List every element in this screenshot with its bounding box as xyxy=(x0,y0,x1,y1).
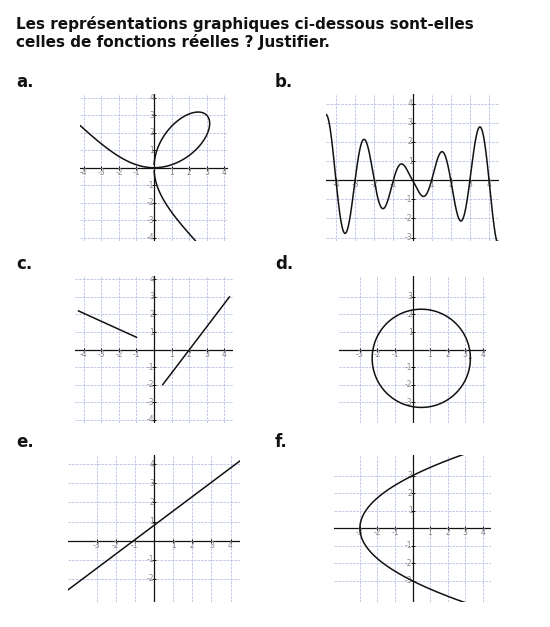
Text: -2: -2 xyxy=(371,180,378,189)
Text: -2: -2 xyxy=(112,540,119,550)
Text: 1: 1 xyxy=(169,349,174,359)
Text: 2: 2 xyxy=(186,349,191,359)
Text: -2: -2 xyxy=(146,574,154,584)
Text: 4: 4 xyxy=(480,349,485,359)
Text: -4: -4 xyxy=(80,168,87,177)
Text: 3: 3 xyxy=(209,540,214,550)
Text: -2: -2 xyxy=(373,349,381,359)
Text: -1: -1 xyxy=(146,362,154,372)
Text: 4: 4 xyxy=(149,460,154,468)
Text: 3: 3 xyxy=(149,292,154,302)
Text: -3: -3 xyxy=(146,398,154,407)
Text: 1: 1 xyxy=(170,540,175,550)
Text: 1: 1 xyxy=(149,517,154,526)
Text: 4: 4 xyxy=(222,168,227,177)
Text: 1: 1 xyxy=(149,145,154,155)
Text: e.: e. xyxy=(16,433,34,451)
Text: -4: -4 xyxy=(146,415,154,424)
Text: 1: 1 xyxy=(408,506,412,515)
Text: -2: -2 xyxy=(373,528,381,537)
Text: -3: -3 xyxy=(405,576,412,586)
Text: 3: 3 xyxy=(204,168,209,177)
Text: -1: -1 xyxy=(389,180,397,189)
Text: -1: -1 xyxy=(391,349,399,359)
Text: 2: 2 xyxy=(149,128,154,137)
Text: -4: -4 xyxy=(80,349,87,359)
Text: 4: 4 xyxy=(149,93,154,102)
Text: 3: 3 xyxy=(408,471,412,480)
Text: 2: 2 xyxy=(186,168,191,177)
Text: 2: 2 xyxy=(408,488,412,498)
Text: -1: -1 xyxy=(146,556,154,564)
Text: 1: 1 xyxy=(149,327,154,337)
Text: 4: 4 xyxy=(487,180,492,189)
Text: -1: -1 xyxy=(405,541,412,551)
Text: 2: 2 xyxy=(408,137,412,146)
Text: 2: 2 xyxy=(149,498,154,507)
Text: 1: 1 xyxy=(428,349,432,359)
Text: 1: 1 xyxy=(408,327,412,337)
Text: f.: f. xyxy=(275,433,288,451)
Text: -2: -2 xyxy=(146,380,154,389)
Text: -1: -1 xyxy=(131,540,139,550)
Text: -2: -2 xyxy=(146,198,154,208)
Text: c.: c. xyxy=(16,255,33,273)
Text: 3: 3 xyxy=(463,528,468,537)
Text: 4: 4 xyxy=(408,99,412,108)
Text: -3: -3 xyxy=(356,349,364,359)
Text: -2: -2 xyxy=(115,168,123,177)
Text: -3: -3 xyxy=(146,216,154,225)
Text: -1: -1 xyxy=(405,195,412,204)
Text: -1: -1 xyxy=(405,362,412,372)
Text: 2: 2 xyxy=(445,349,450,359)
Text: -3: -3 xyxy=(97,349,105,359)
Text: 1: 1 xyxy=(428,528,432,537)
Text: 3: 3 xyxy=(149,479,154,488)
Text: 3: 3 xyxy=(468,180,472,189)
Text: -1: -1 xyxy=(133,168,140,177)
Text: 4: 4 xyxy=(228,540,233,550)
Text: -2: -2 xyxy=(405,214,412,223)
Text: 3: 3 xyxy=(408,119,412,127)
Text: -2: -2 xyxy=(405,380,412,389)
Text: 2: 2 xyxy=(448,180,453,189)
Text: -1: -1 xyxy=(391,528,399,537)
Text: 3: 3 xyxy=(149,110,154,120)
Text: a.: a. xyxy=(16,73,34,91)
Text: 3: 3 xyxy=(204,349,209,359)
Text: -4: -4 xyxy=(332,180,340,189)
Text: -2: -2 xyxy=(115,349,123,359)
Text: 2: 2 xyxy=(408,310,412,319)
Text: 4: 4 xyxy=(480,528,485,537)
Text: -3: -3 xyxy=(351,180,359,189)
Text: 2: 2 xyxy=(149,310,154,319)
Text: 4: 4 xyxy=(222,349,227,359)
Text: 3: 3 xyxy=(463,349,468,359)
Text: -3: -3 xyxy=(405,233,412,242)
Text: 1: 1 xyxy=(169,168,174,177)
Text: 4: 4 xyxy=(149,275,154,284)
Text: -1: -1 xyxy=(146,181,154,190)
Text: 2: 2 xyxy=(190,540,195,550)
Text: Les représentations graphiques ci-dessous sont-elles
celles de fonctions réelles: Les représentations graphiques ci-dessou… xyxy=(16,16,474,50)
Text: -4: -4 xyxy=(146,233,154,243)
Text: 1: 1 xyxy=(408,157,412,166)
Text: 1: 1 xyxy=(429,180,434,189)
Text: -3: -3 xyxy=(93,540,101,550)
Text: -3: -3 xyxy=(97,168,105,177)
Text: b.: b. xyxy=(275,73,293,91)
Text: -3: -3 xyxy=(405,398,412,407)
Text: -1: -1 xyxy=(133,349,140,359)
Text: -2: -2 xyxy=(405,559,412,568)
Text: 2: 2 xyxy=(445,528,450,537)
Text: 3: 3 xyxy=(408,292,412,302)
Text: d.: d. xyxy=(275,255,293,273)
Text: -3: -3 xyxy=(356,528,364,537)
